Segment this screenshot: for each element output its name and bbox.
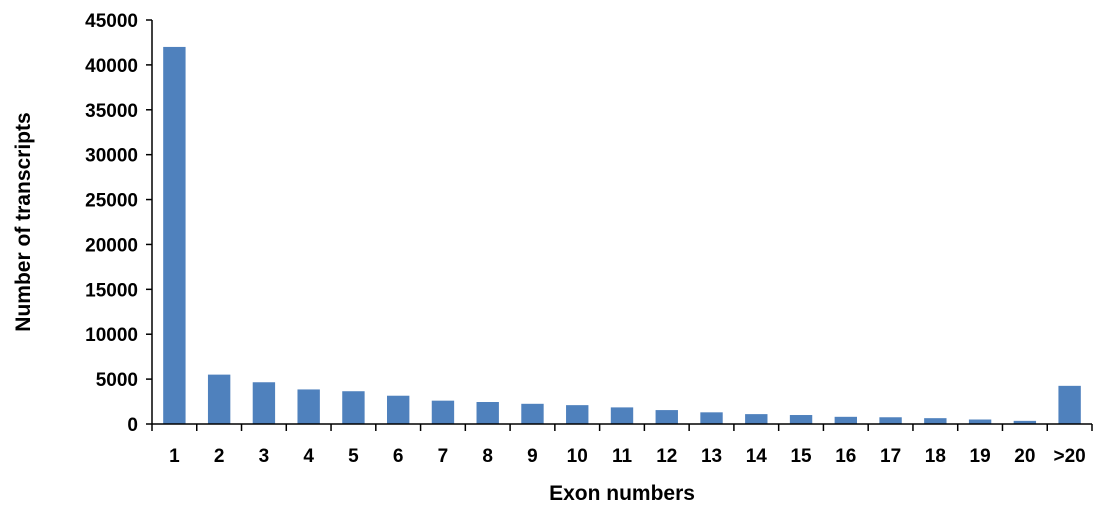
y-tick-label: 35000: [85, 101, 138, 122]
y-axis-title: Number of transcripts: [12, 112, 35, 331]
x-tick-label: 14: [746, 446, 768, 467]
y-tick-label: 25000: [85, 191, 138, 212]
bar-19: [968, 419, 992, 424]
x-tick-label: 17: [880, 446, 901, 467]
bar-13: [700, 412, 723, 424]
bar-18: [924, 418, 947, 424]
bar-6: [387, 395, 410, 424]
bar-11: [610, 407, 634, 424]
bar-4: [297, 389, 320, 424]
x-tick-label: 1: [169, 446, 180, 467]
y-tick-label: 5000: [96, 370, 138, 391]
bar-1: [163, 46, 186, 424]
x-tick-label: 9: [527, 446, 538, 467]
x-tick-label: 15: [790, 446, 812, 467]
x-tick-label: 6: [393, 446, 404, 467]
x-tick-label: 18: [925, 446, 946, 467]
y-tick-label: 30000: [85, 146, 138, 167]
y-tick-label: 15000: [85, 280, 138, 301]
x-tick-label: 19: [970, 446, 991, 467]
x-tick-label: 7: [438, 446, 449, 467]
y-axis-ticks: 0 5000 10000 15000 20000 25000 30000 35000 40000…: [85, 11, 152, 436]
x-axis-title: Exon numbers: [549, 482, 695, 505]
bar-20: [1013, 420, 1037, 424]
y-tick-label: 10000: [85, 325, 138, 346]
x-tick-label: 13: [701, 446, 722, 467]
bar-12: [655, 410, 678, 424]
bar-15: [789, 415, 813, 424]
y-tick-label: 40000: [85, 56, 138, 77]
x-tick-label: 2: [214, 446, 225, 467]
bar-9: [521, 403, 544, 424]
x-tick-label: 20: [1014, 446, 1035, 467]
bar-16: [834, 416, 857, 424]
bar-10: [566, 405, 589, 424]
x-tick-label: 11: [612, 446, 633, 467]
y-tick-label: 45000: [85, 11, 138, 32]
x-tick-label: 10: [567, 446, 588, 467]
bar-8: [476, 402, 499, 424]
bar-2: [207, 374, 231, 424]
bar-3: [252, 382, 276, 424]
y-tick-label: 0: [127, 415, 138, 436]
y-tick-label: 20000: [85, 235, 138, 256]
x-tick-label: 8: [482, 446, 493, 467]
bar-14: [745, 414, 768, 424]
x-tick-label: 5: [348, 446, 359, 467]
bar-gt20: [1058, 385, 1081, 424]
bar-7: [431, 400, 455, 424]
x-tick-label: 4: [303, 446, 314, 467]
x-tick-label: 12: [656, 446, 677, 467]
bars: [163, 46, 1081, 424]
x-tick-label: 16: [835, 446, 856, 467]
bar-5: [342, 391, 365, 424]
x-axis-ticks: 1 2 3 4 5 6 7 8 9 10 11 12 13 14 15 16 17 18 19 20 >20: [151, 424, 1093, 467]
x-tick-label: 3: [259, 446, 270, 467]
x-tick-label: >20: [1054, 446, 1086, 467]
bar-17: [879, 417, 902, 424]
